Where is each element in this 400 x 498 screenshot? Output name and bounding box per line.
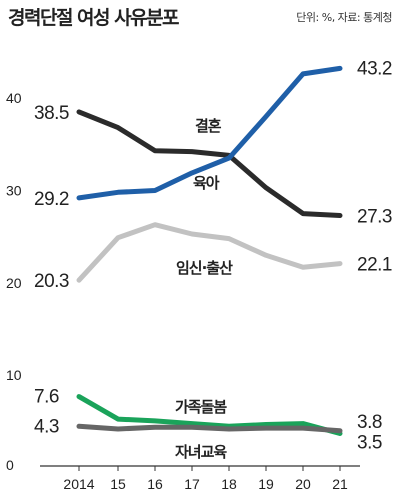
y-tick-label: 40 [6,90,22,106]
start-value-label: 4.3 [34,416,59,437]
end-value-label: 3.5 [357,433,382,454]
x-tick-label: 19 [258,476,274,492]
series-line-2 [76,222,343,283]
series-line-1 [76,423,343,434]
x-tick-label: 16 [147,476,163,492]
series-name-label: 육아 [193,174,220,192]
source-note: 단위: %, 자료: 통계청 [296,11,392,24]
x-tick-label: 17 [184,476,200,492]
x-tick-label: 21 [332,476,348,492]
series-name-label: 결혼 [195,117,222,135]
x-tick-label: 18 [221,476,237,492]
start-value-label: 29.2 [34,189,69,210]
end-value-label: 3.8 [357,412,382,433]
series-name-label: 자녀교육 [175,443,227,461]
series-line-0 [76,109,343,218]
series-name-label: 가족돌봄 [175,398,227,416]
end-value-label: 27.3 [357,206,392,227]
chart-title: 경력단절 여성 사유분포 [8,7,180,29]
x-tick-label: 15 [110,476,126,492]
start-value-label: 38.5 [34,103,69,124]
x-tick-label: 20 [295,476,311,492]
series-name-label: 임신·출산 [176,259,233,277]
y-tick-label: 20 [6,275,22,291]
start-value-label: 20.3 [34,271,69,292]
y-tick-label: 0 [6,457,14,473]
start-value-label: 7.6 [34,387,59,408]
series-line-1 [76,65,343,201]
x-tick-label: 2014 [63,476,94,492]
y-tick-label: 30 [6,183,22,199]
series-line-0 [76,394,343,436]
y-tick-label: 10 [6,367,22,383]
end-value-label: 22.1 [357,255,392,276]
end-value-label: 43.2 [357,58,392,79]
